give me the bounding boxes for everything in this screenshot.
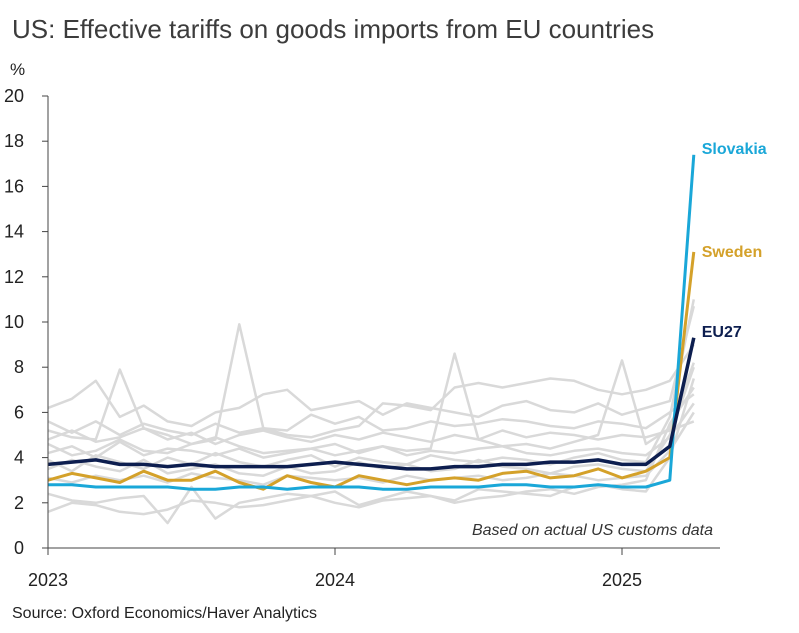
y-tick-label: 18 — [4, 131, 24, 151]
y-tick-label: 0 — [14, 538, 24, 558]
series-line-other — [47, 393, 695, 437]
y-tick-label: 6 — [14, 402, 24, 422]
series-line-slovakia — [48, 154, 696, 491]
y-tick-label: 4 — [14, 448, 24, 468]
axis-layer: 2023 2024 2025 — [28, 96, 720, 590]
y-tick-label: 2 — [14, 493, 24, 513]
series-line-other — [47, 299, 696, 473]
background-series-layer — [47, 299, 696, 525]
y-tick-layer: 0 2 4 6 8 10 12 14 16 18 20 — [4, 86, 48, 558]
y-tick-label: 16 — [4, 176, 24, 196]
series-label-sweden: Sweden — [702, 244, 762, 261]
chart-title: US: Effective tariffs on goods imports f… — [12, 14, 655, 44]
series-line-other — [47, 411, 695, 486]
series-line-other — [47, 305, 696, 428]
chart-annotation: Based on actual US customs data — [472, 522, 713, 539]
x-tick-label: 2025 — [602, 570, 642, 590]
series-line-other — [47, 386, 695, 516]
y-tick-label: 14 — [4, 222, 24, 242]
y-axis-unit-label: % — [10, 60, 26, 79]
y-tick-label: 12 — [4, 267, 24, 287]
series-label-slovakia: Slovakia — [702, 141, 767, 158]
series-line-other — [47, 420, 695, 446]
y-tick-label: 10 — [4, 312, 24, 332]
series-label-eu27: EU27 — [702, 324, 742, 341]
y-tick-label: 20 — [4, 86, 24, 106]
source-note: Source: Oxford Economics/Haver Analytics — [12, 605, 318, 622]
series-line-eu27 — [47, 337, 696, 471]
y-tick-label: 8 — [14, 357, 24, 377]
series-line-other — [47, 323, 695, 446]
x-tick-label: 2024 — [315, 570, 355, 590]
highlight-series-layer: Sweden Slovakia EU27 — [47, 141, 767, 491]
series-line-other — [47, 402, 695, 459]
series-line-sweden — [47, 251, 696, 491]
x-tick-label: 2023 — [28, 570, 68, 590]
